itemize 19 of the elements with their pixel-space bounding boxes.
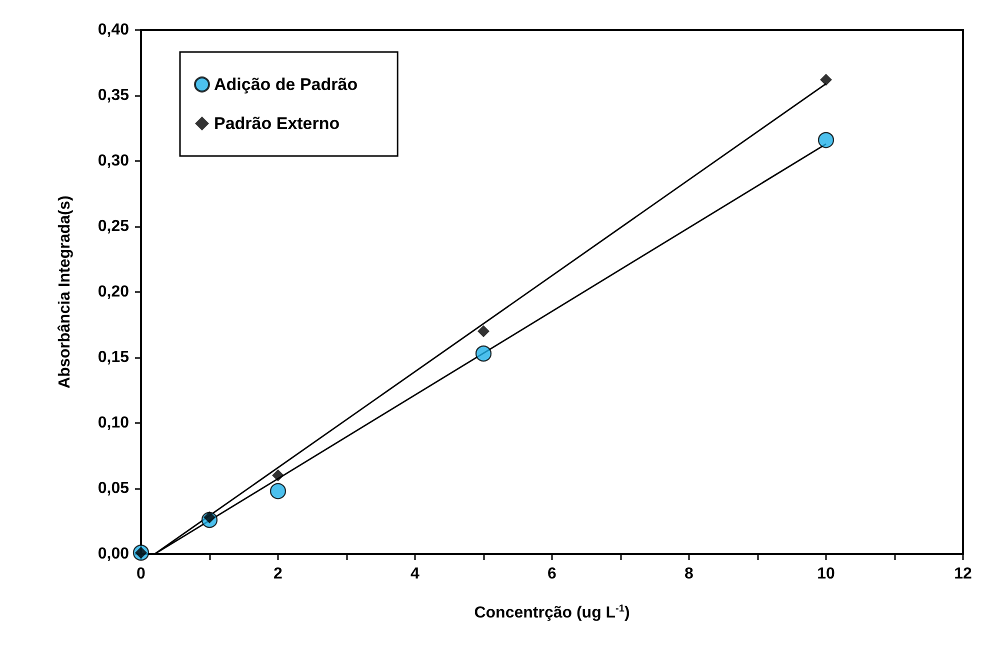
- y-tick-label: 0,20: [98, 284, 130, 300]
- x-tick-label: 4: [410, 566, 420, 582]
- x-tick-label: 6: [548, 566, 557, 582]
- legend-label: Adição de Padrão: [214, 75, 358, 94]
- y-tick-label: 0,25: [98, 218, 130, 235]
- y-tick-label: 0,15: [98, 349, 130, 366]
- x-tick-label: 10: [817, 566, 835, 582]
- y-tick-label: 0,35: [98, 87, 130, 104]
- x-tick-label: 8: [684, 566, 694, 582]
- y-tick-label: 0,05: [98, 480, 130, 497]
- y-tick-label: 0,40: [98, 22, 130, 38]
- x-tick-label: 0: [136, 566, 146, 582]
- x-tick-label: 2: [274, 566, 283, 582]
- x-tick-label: 12: [954, 566, 972, 582]
- y-tick-label: 0,00: [98, 546, 130, 562]
- y-axis-title: Absorbância Integrada(s): [56, 196, 74, 388]
- legend-label: Padrão Externo: [214, 114, 340, 133]
- y-tick-label: 0,10: [98, 414, 130, 432]
- y-tick-label: 0,30: [98, 152, 130, 170]
